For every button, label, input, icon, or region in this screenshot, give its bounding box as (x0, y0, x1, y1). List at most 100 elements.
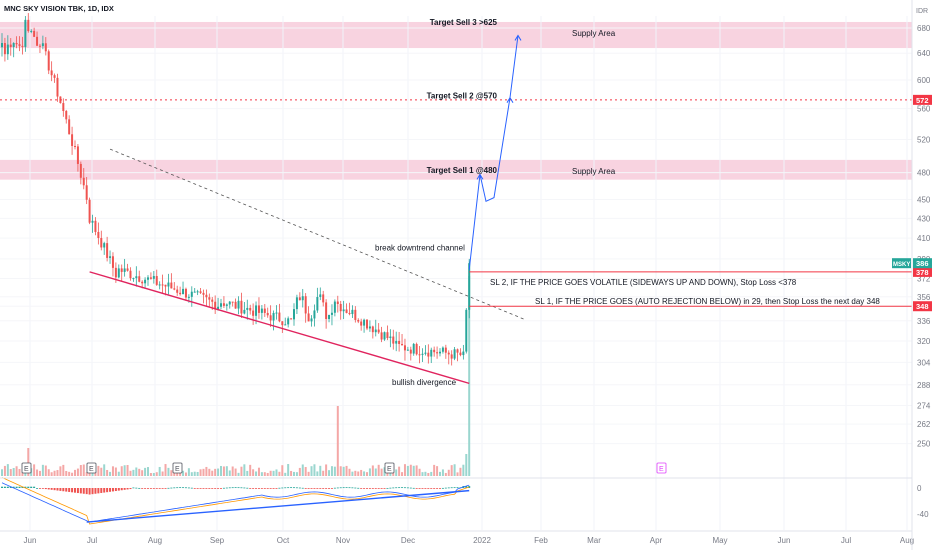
macd-histogram-bar (1, 486, 3, 488)
y-tick-label: 560 (917, 105, 931, 114)
candle (386, 325, 389, 341)
candle-body (255, 305, 258, 316)
volume-bar (453, 464, 456, 476)
candle-body (62, 103, 65, 112)
supply-zone-1 (0, 21, 912, 49)
macd-histogram-bar (295, 487, 298, 489)
candle (447, 350, 450, 365)
macd-histogram-bar (147, 488, 149, 489)
volume-bar (266, 472, 269, 476)
macd-histogram-bar (436, 488, 439, 489)
macd-histogram-bar (126, 488, 129, 490)
volume-bar (287, 464, 290, 476)
x-tick-label: Aug (900, 536, 914, 545)
candle-body (199, 291, 202, 293)
volume-bar (147, 467, 149, 476)
candle-body (109, 256, 112, 258)
macd-histogram-bar (310, 488, 313, 489)
volume-bar (217, 468, 220, 476)
y-tick-label: 320 (917, 337, 931, 346)
candle (424, 345, 427, 356)
macd-histogram-bar (47, 488, 50, 490)
candle-body (293, 309, 295, 320)
macd-histogram-bar (398, 487, 401, 489)
candle (106, 236, 109, 262)
candle (328, 314, 331, 323)
volume-bar (427, 472, 430, 476)
macd-histogram-bar (293, 487, 295, 489)
candle (68, 115, 71, 135)
macd-histogram-bar (439, 488, 441, 489)
earnings-marker-label: E (175, 466, 180, 473)
macd-histogram-bar (243, 487, 246, 489)
candle-body (138, 276, 141, 282)
macd-histogram-bar (6, 486, 9, 488)
candle (97, 222, 100, 245)
candle-body (386, 332, 389, 339)
x-tick-label: Jun (24, 536, 37, 545)
candle (225, 303, 228, 311)
candle-body (231, 301, 234, 303)
candle (47, 49, 50, 75)
volume-bar (342, 466, 345, 476)
macd-histogram-bar (36, 488, 39, 489)
candle-body (85, 185, 88, 200)
volume-bar (3, 465, 6, 476)
candle (313, 304, 316, 327)
volume-bar (109, 471, 112, 476)
volume-bar (234, 468, 237, 476)
volume-bar (170, 470, 173, 476)
candle-body (336, 301, 339, 304)
volume-bar (79, 465, 82, 476)
candle (132, 277, 135, 282)
macd-histogram-bar (284, 487, 287, 489)
macd-tick-label: -40 (917, 510, 929, 519)
macd-histogram-bar (325, 488, 328, 489)
x-tick-label: Feb (534, 536, 548, 545)
candle-body (368, 326, 371, 329)
volume-bar (345, 465, 348, 476)
x-tick-label: Apr (650, 536, 663, 545)
macd-histogram-bar (56, 488, 59, 491)
candle (220, 298, 222, 310)
volume-bar (68, 471, 71, 476)
macd-histogram-bar (363, 488, 366, 489)
macd-histogram-bar (68, 488, 71, 492)
volume-bar (301, 464, 304, 476)
candle (380, 326, 383, 343)
candle-body (444, 347, 447, 353)
currency-label: IDR (916, 8, 928, 15)
candle (403, 338, 406, 361)
volume-bar (208, 468, 211, 476)
candle-body (275, 312, 278, 314)
volume-bar (357, 471, 360, 476)
volume-bar (187, 468, 190, 476)
candle (450, 350, 453, 366)
candle-body (21, 45, 24, 47)
x-tick-label: 2022 (473, 536, 491, 545)
volume-bar (190, 472, 193, 476)
arrow-head (476, 173, 484, 180)
macd-line (1, 482, 470, 523)
candle-body (79, 163, 82, 178)
candle (360, 318, 363, 331)
candle (71, 126, 74, 155)
candle-body (398, 340, 401, 344)
macd-histogram-bar (260, 488, 263, 489)
macd-histogram-bar (403, 487, 406, 489)
candle (170, 273, 173, 289)
projection-path (468, 35, 519, 270)
candle (179, 286, 182, 296)
candle (304, 293, 307, 323)
macd-histogram-bar (313, 488, 316, 489)
volume-bar (401, 472, 404, 476)
volume-bar (231, 466, 234, 476)
y-tick-label: 430 (917, 214, 931, 223)
y-tick-label: 304 (917, 358, 931, 367)
macd-histogram-bar (240, 487, 243, 489)
volume-bar (126, 465, 129, 476)
volume-bar (409, 464, 412, 476)
volume-bar (237, 472, 240, 476)
